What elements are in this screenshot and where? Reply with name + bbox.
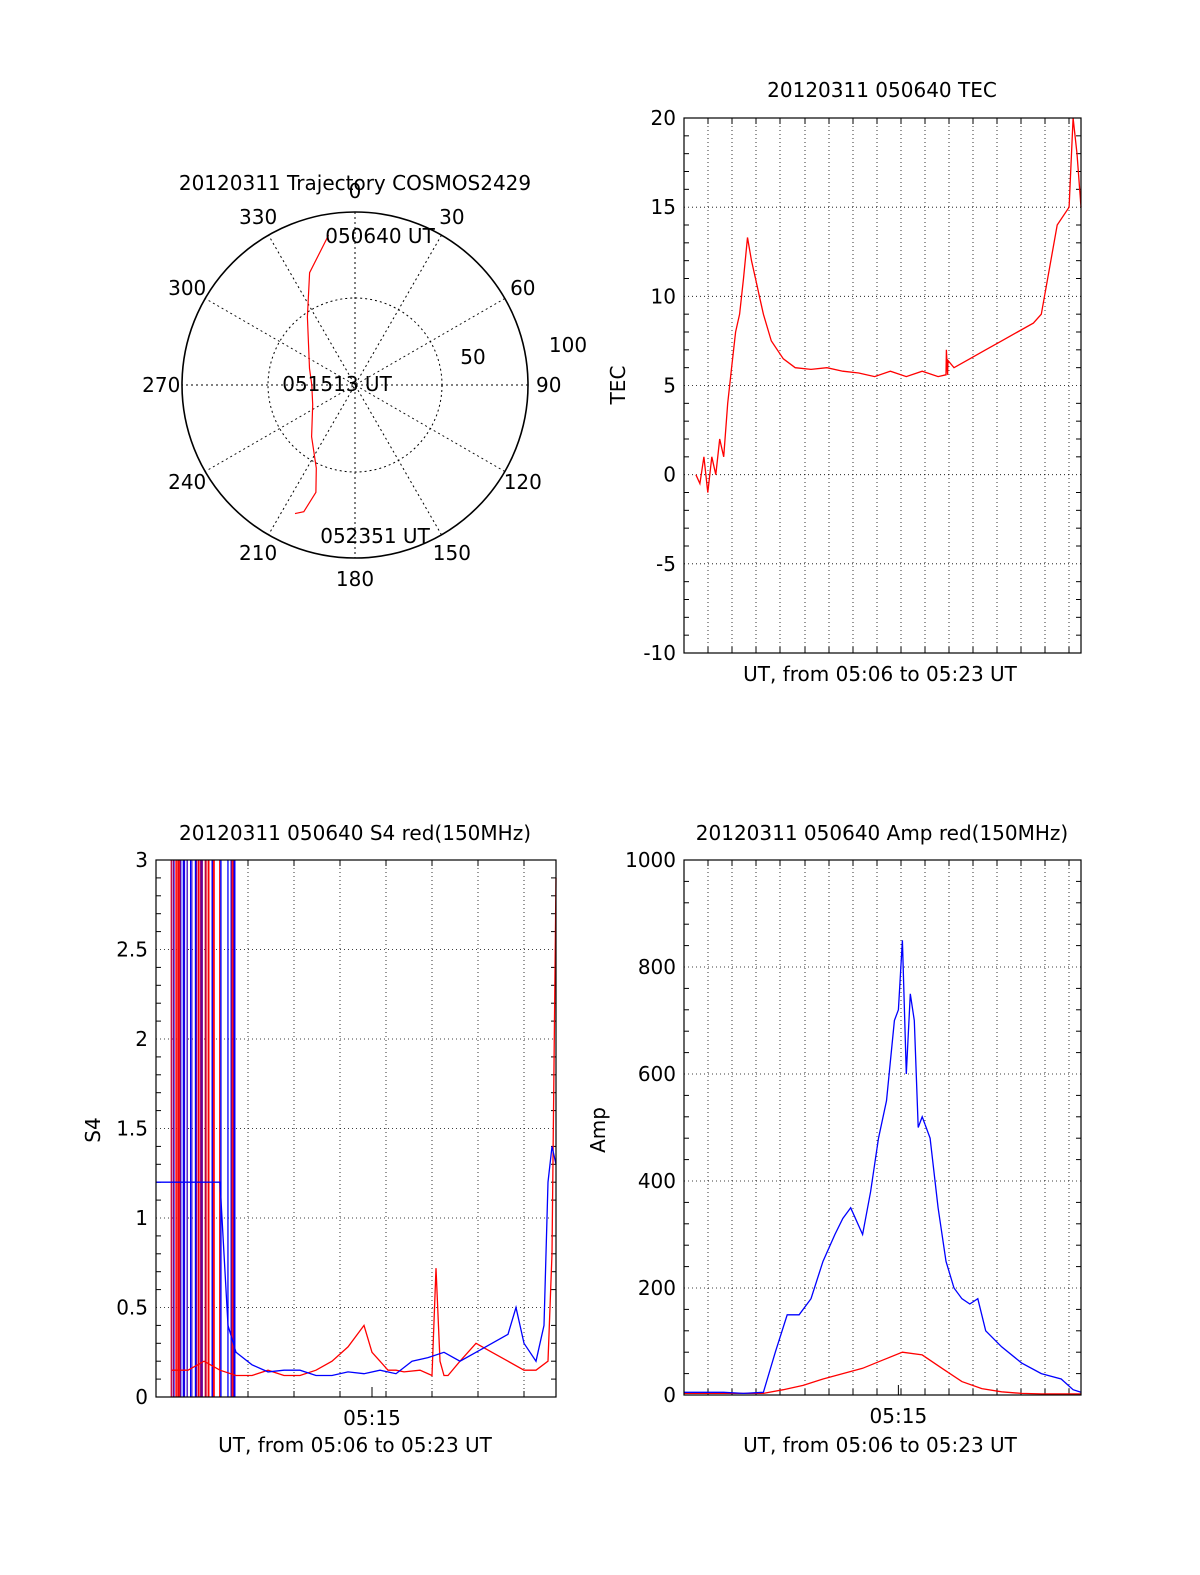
radial-label-50: 50 (460, 345, 485, 369)
amp-y-tick-label: 600 (638, 1062, 676, 1086)
amp-x-tick-label: 05:15 (870, 1404, 928, 1428)
radial-label-100: 100 (549, 333, 587, 357)
amp-x-tick-labels: 05:15 (870, 1404, 928, 1428)
amp-y-tick-label: 200 (638, 1276, 676, 1300)
amp-y-tick-label: 400 (638, 1169, 676, 1193)
amp-y-label: Amp (586, 1107, 610, 1153)
tec-series-red-line (695, 117, 1082, 493)
polar-outer-ring (181, 211, 529, 559)
tec-y-tick-label: 15 (651, 195, 676, 219)
azimuth-label: 330 (239, 205, 277, 229)
polar-mid-ring (267, 297, 443, 473)
s4-x-tick-labels: 05:15 (343, 1406, 401, 1430)
tec-y-tick-labels: -10 -5 0 5 10 15 20 (643, 106, 676, 665)
amp-grid (684, 860, 1081, 1395)
azimuth-label: 120 (504, 470, 542, 494)
amp-chart: 20120311 050640 Amp red(150MHz) 0 200 400 6… (586, 821, 1082, 1457)
s4-y-tick-label: 2.5 (116, 938, 148, 962)
tec-x-label: UT, from 05:06 to 05:23 UT (743, 662, 1018, 686)
amp-y-tick-label: 800 (638, 955, 676, 979)
trajectory-series-line (294, 234, 330, 515)
tec-y-tick-label: -5 (656, 552, 676, 576)
azimuth-label: 210 (239, 541, 277, 565)
azimuth-label: 60 (510, 276, 535, 300)
tec-series (695, 117, 1082, 493)
tec-y-tick-label: 10 (651, 284, 676, 308)
s4-series-blue-line (156, 1146, 557, 1377)
tec-chart: 20120311 050640 TEC -10 -5 0 5 10 15 20 UT, fr… (606, 78, 1082, 686)
azimuth-label: 240 (168, 470, 206, 494)
tec-y-tick-label: 0 (663, 463, 676, 487)
azimuth-label: 270 (142, 373, 180, 397)
s4-noise-band (170, 860, 236, 1397)
tec-y-label: TEC (606, 366, 630, 406)
tec-grid (684, 118, 1081, 653)
azimuth-label: 0 (349, 179, 362, 203)
amp-plot-frame (683, 859, 1082, 1396)
s4-plot-frame (155, 859, 557, 1398)
s4-y-tick-label: 1 (135, 1206, 148, 1230)
s4-grid (156, 860, 556, 1397)
s4-y-tick-label: 1.5 (116, 1117, 148, 1141)
trajectory-title: 20120311 Trajectory COSMOS2429 (179, 171, 531, 195)
amp-y-tick-label: 0 (663, 1383, 676, 1407)
azimuth-label: 30 (439, 205, 464, 229)
s4-x-tick-label: 05:15 (343, 1406, 401, 1430)
amp-y-tick-label: 1000 (625, 848, 676, 872)
azimuth-label: 300 (168, 276, 206, 300)
azimuth-label: 150 (433, 541, 471, 565)
s4-y-tick-label: 0.5 (116, 1296, 148, 1320)
s4-y-tick-label: 0 (135, 1385, 148, 1409)
amp-y-tick-labels: 0 200 400 600 800 1000 (625, 848, 676, 1407)
s4-y-label: S4 (81, 1117, 105, 1142)
s4-y-tick-label: 3 (135, 848, 148, 872)
tec-y-tick-label: 20 (651, 106, 676, 130)
amp-series-red-line (684, 1351, 1081, 1395)
trajectory-polar-chart: 20120311 Trajectory COSMOS2429 0 30 60 90 12… (142, 171, 587, 591)
trajectory-end-annotation: 052351 UT (320, 524, 430, 548)
tec-minor-ticks (684, 118, 1081, 653)
amp-series-blue-line (684, 940, 1082, 1395)
s4-y-tick-label: 2 (135, 1027, 148, 1051)
azimuth-label: 90 (536, 373, 561, 397)
trajectory-mid-annotation: 051513 UT (282, 372, 392, 396)
tec-title: 20120311 050640 TEC (767, 78, 997, 102)
s4-chart: 20120311 050640 S4 red(150MHz) 0 0.5 1 1.5 2… (81, 821, 557, 1457)
amp-title: 20120311 050640 Amp red(150MHz) (696, 821, 1068, 845)
amp-series (684, 940, 1082, 1395)
polar-azimuth-labels: 0 30 60 90 120 150 180 210 240 270 300 330 (142, 179, 561, 591)
s4-x-label: UT, from 05:06 to 05:23 UT (218, 1433, 493, 1457)
s4-title: 20120311 050640 S4 red(150MHz) (179, 821, 531, 845)
s4-series (156, 877, 557, 1377)
trajectory-start-annotation: 050640 UT (325, 224, 435, 248)
amp-minor-ticks (684, 860, 1081, 1395)
tec-y-tick-label: -10 (643, 641, 676, 665)
amp-x-label: UT, from 05:06 to 05:23 UT (743, 1433, 1018, 1457)
s4-series-red-line (172, 877, 557, 1377)
tec-y-tick-label: 5 (663, 374, 676, 398)
azimuth-label: 180 (336, 567, 374, 591)
s4-y-tick-labels: 0 0.5 1 1.5 2 2.5 3 (116, 848, 148, 1409)
tec-plot-frame (683, 117, 1082, 654)
